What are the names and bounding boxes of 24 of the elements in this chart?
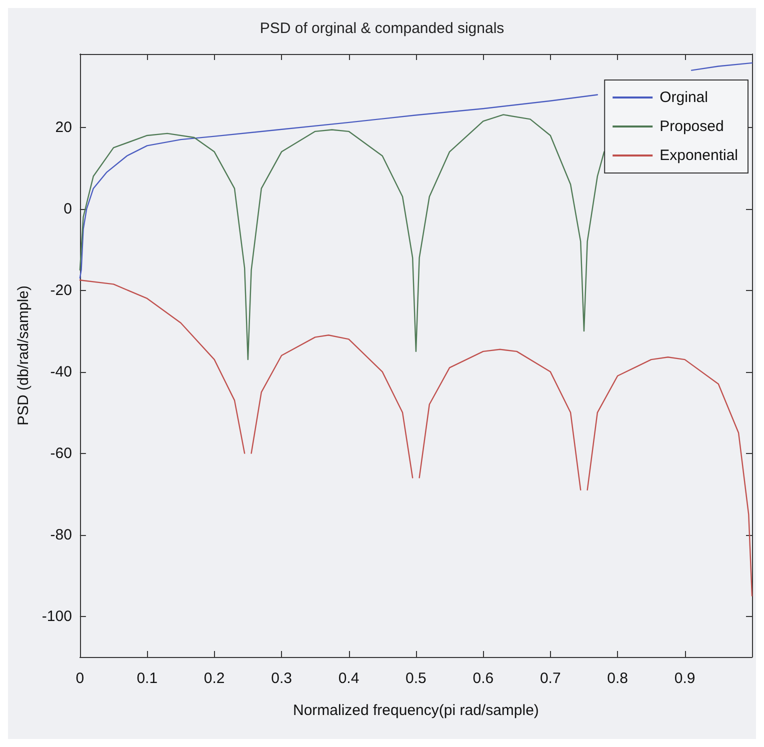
y-tick-label: -40 [50,363,72,380]
x-tick-label: 0.4 [338,670,360,687]
x-tick-label: 0.3 [271,670,292,687]
y-tick-label: 20 [55,118,72,136]
x-tick-label: 0.9 [674,670,696,687]
x-tick-label: 0.6 [472,670,494,687]
line-series [79,114,605,360]
y-tick-label: -60 [50,444,72,462]
y-tick-label: -100 [42,608,72,625]
legend-label: Orginal [660,89,708,106]
y-tick-label: -20 [50,282,72,299]
chart-title: PSD of orginal & companded signals [260,20,504,37]
x-tick-label: 0.5 [406,670,426,687]
y-tick-label: -80 [50,526,72,544]
y-tick-label: 0 [64,200,72,218]
y-axis-title: PSD (db/rad/sample) [15,285,32,426]
x-tick-label: 0.2 [204,670,225,687]
legend-label: Exponential [660,147,738,164]
x-tick-label: 0.7 [540,670,561,687]
x-axis-title: Normalized frequency(pi rad/sample) [292,702,539,719]
x-tick-label: 0.1 [136,670,158,687]
x-tick-label: 0.8 [607,670,628,687]
x-tick-label: 0 [76,670,84,687]
legend-label: Proposed [660,118,724,135]
